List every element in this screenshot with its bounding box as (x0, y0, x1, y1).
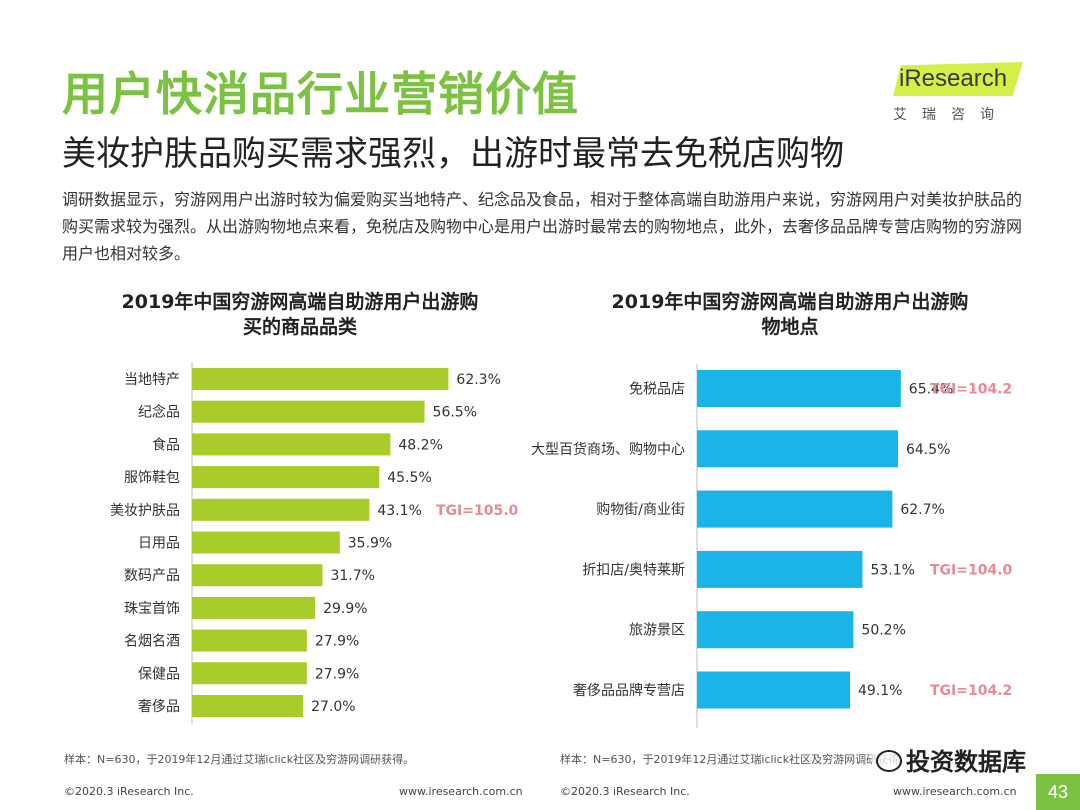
right-bar-3 (697, 490, 893, 528)
right-chart-title-line2: 物地点 (761, 316, 819, 338)
left-value-label-9: 27.9% (315, 634, 359, 650)
page-title: 用户快消品行业营销价值 (62, 67, 579, 121)
right-bar-6 (697, 671, 850, 709)
left-category-label-8: 珠宝首饰 (124, 601, 180, 617)
right-bar-4 (697, 550, 863, 588)
right-tgi-annotation-6: TGI=104.2 (930, 683, 1012, 699)
left-category-label-1: 当地特产 (124, 372, 180, 388)
right-bar-1 (697, 370, 901, 407)
left-tgi-annotation-5: TGI=105.0 (436, 503, 519, 519)
left-value-label-10: 27.9% (315, 666, 359, 682)
left-bar-2 (192, 400, 425, 423)
left-value-label-11: 27.0% (311, 699, 355, 715)
left-category-label-5: 美妆护肤品 (110, 503, 180, 519)
left-value-label-7: 31.7% (330, 568, 374, 584)
right-value-label-3: 62.7% (900, 502, 944, 518)
right-category-label-4: 折扣店/奥特莱斯 (582, 561, 685, 578)
left-category-label-11: 奢侈品 (138, 699, 180, 715)
left-bar-8 (192, 596, 316, 619)
left-value-label-8: 29.9% (323, 601, 367, 617)
page-description: 调研数据显示，穷游网用户出游时较为偏爱购买当地特产、纪念品及食品，相对于整体高端… (62, 190, 1023, 263)
right-value-label-6: 49.1% (858, 683, 902, 699)
left-bar-5 (192, 498, 370, 521)
left-category-label-2: 纪念品 (138, 404, 180, 421)
left-category-label-10: 保健品 (138, 666, 180, 682)
iresearch-logo: iResearch 艾瑞咨询 (893, 62, 1033, 124)
right-value-label-5: 50.2% (861, 623, 905, 639)
left-bar-4 (192, 466, 380, 489)
footnote-right: 样本：N=630，于2019年12月通过艾瑞iclick社区及穷游网调研获得。 (560, 753, 911, 766)
right-bar-2 (697, 430, 898, 468)
logo-cn: 艾瑞咨询 (893, 107, 1009, 123)
footer-copyright-left: ©2020.3 iResearch Inc. (64, 785, 194, 798)
left-bar-1 (192, 368, 449, 390)
right-value-label-1: 65.4% (909, 382, 953, 398)
left-category-label-7: 数码产品 (124, 568, 180, 584)
left-category-label-3: 食品 (152, 436, 180, 453)
logo-flag-icon (893, 62, 1023, 96)
right-value-label-4: 53.1% (870, 562, 914, 578)
footer-url-left[interactable]: www.iresearch.com.cn (399, 785, 523, 798)
left-value-label-1: 62.3% (456, 372, 500, 388)
page-subtitle: 美妆护肤品购买需求强烈，出游时最常去免税店购物 (62, 134, 844, 174)
right-value-label-2: 64.5% (906, 442, 950, 458)
left-bar-10 (192, 662, 307, 685)
watermark: 投资数据库 (872, 742, 1030, 777)
footer-copyright-right: ©2020.3 iResearch Inc. (560, 785, 690, 798)
left-chart-title: 2019年中国穷游网高端自助游用户出游购 买的商品品类 (90, 290, 510, 340)
left-category-label-4: 服饰鞋包 (124, 470, 180, 486)
left-value-label-2: 56.5% (433, 405, 477, 421)
footnote-left: 样本：N=630，于2019年12月通过艾瑞iclick社区及穷游网调研获得。 (64, 753, 415, 766)
left-bar-3 (192, 433, 391, 456)
left-bar-11 (192, 695, 304, 717)
right-category-label-2: 大型百货商场、购物中心 (531, 441, 685, 458)
left-bar-6 (192, 531, 340, 554)
left-value-label-6: 35.9% (348, 536, 392, 552)
right-chart-title-line1: 2019年中国穷游网高端自助游用户出游购 (611, 291, 969, 313)
left-chart-title-line2: 买的商品品类 (242, 316, 357, 338)
left-chart-title-line1: 2019年中国穷游网高端自助游用户出游购 (121, 291, 479, 313)
right-category-label-1: 免税品店 (629, 382, 685, 398)
left-value-label-4: 45.5% (387, 470, 431, 486)
left-value-label-5: 43.1% (377, 503, 421, 519)
right-bar-5 (697, 611, 854, 649)
left-category-label-6: 日用品 (138, 536, 180, 552)
watermark-text: 投资数据库 (906, 748, 1026, 776)
right-category-label-3: 购物街/商业街 (596, 502, 685, 518)
logo-brand: iResearch (899, 65, 1008, 92)
page-number: 43 (1036, 774, 1080, 810)
left-bar-9 (192, 629, 307, 652)
right-tgi-annotation-1: TGI=104.2 (930, 382, 1012, 398)
left-category-label-9: 名烟名酒 (124, 634, 180, 650)
footer-url-right[interactable]: www.iresearch.com.cn (893, 785, 1017, 798)
left-value-label-3: 48.2% (398, 437, 442, 453)
right-tgi-annotation-4: TGI=104.0 (930, 562, 1013, 578)
left-bar-7 (192, 564, 323, 587)
wechat-icon (876, 750, 902, 772)
right-category-label-6: 奢侈品品牌专营店 (573, 682, 685, 699)
right-chart-title: 2019年中国穷游网高端自助游用户出游购 物地点 (580, 290, 1000, 340)
right-category-label-5: 旅游景区 (629, 623, 685, 639)
